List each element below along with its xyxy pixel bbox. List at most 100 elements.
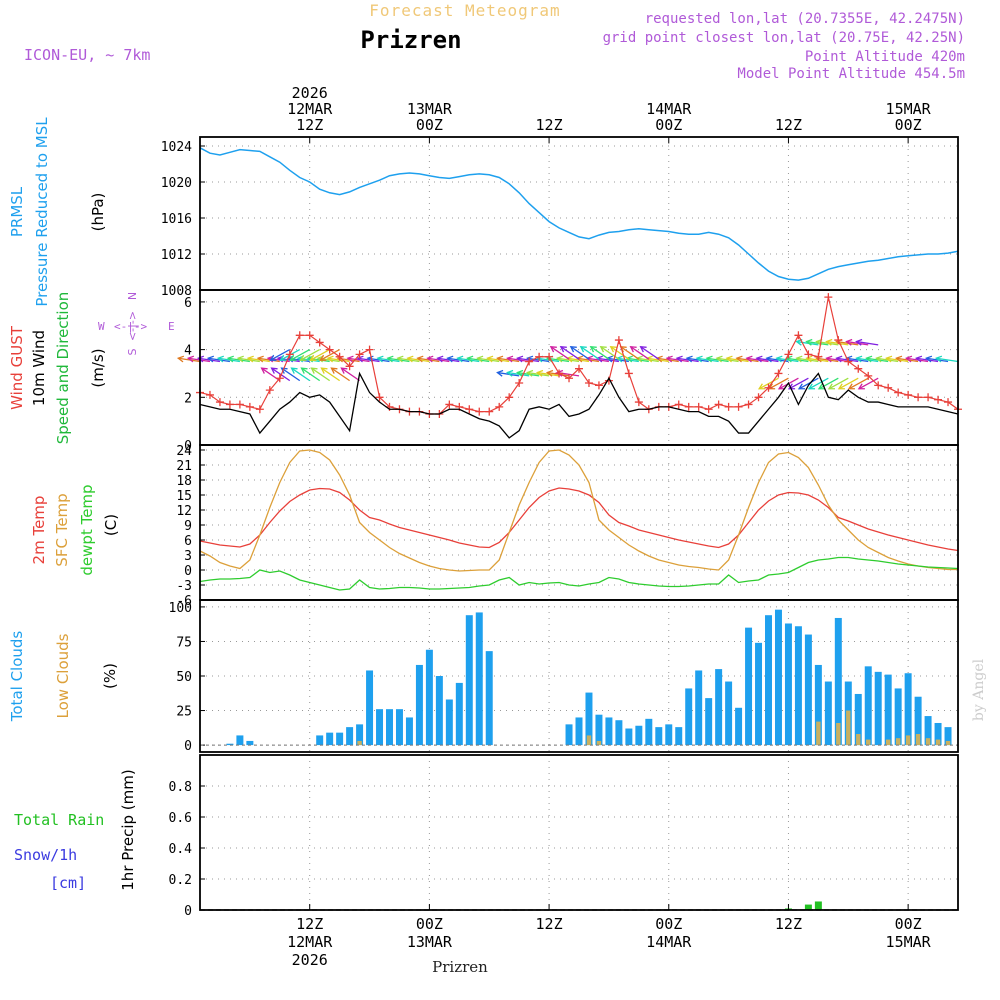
gust-marker [275,374,284,383]
gust-marker [245,402,254,411]
wind-arrow-head [805,338,813,346]
low-cloud-bar [905,735,911,746]
wind-direction-arrow [310,349,330,361]
wind-direction-arrow [271,367,291,382]
y-tick-label: 1024 [161,140,192,155]
gust-marker [614,336,623,345]
total-cloud-bar [356,724,364,746]
bottom-time-label: 00Z [416,915,443,933]
top-time-label: 00Z [416,116,443,134]
wind-arrow-head [569,345,577,353]
total-cloud-bar [725,681,733,746]
pressure-unit: (hPa) [89,193,107,232]
wind-direction-arrow [290,349,311,361]
wind-arrow-head [775,355,783,363]
gust-marker [784,350,793,359]
top-time-label: 2026 [292,84,328,102]
top-time-label: 12Z [536,116,563,134]
total-cloud-bar [565,724,573,746]
wind-direction-arrow [497,357,520,363]
wind-direction-arrow [387,357,410,363]
wind-arrow-head [436,355,444,363]
wind-arrow-head [206,355,215,363]
wind-speed-line [199,371,959,439]
forecast-title: Forecast Meteogram [369,1,560,20]
wind-direction-arrow [896,357,919,363]
gust-marker [565,374,574,383]
pressure-line [199,147,959,281]
top-time-label: 14MAR [646,100,692,118]
wind-direction-arrow [477,357,500,363]
total-cloud-bar [246,740,254,746]
gust-marker [555,369,564,378]
wind-arrow-head [466,355,474,363]
top-time-label: 15MAR [886,100,932,118]
total-cloud-bar [794,626,802,746]
gust-marker [704,405,713,414]
low-clouds-label: Low Clouds [54,633,72,718]
wind-arrow-head [269,354,277,361]
wind-direction-arrow [696,357,719,363]
wind-arrow-head [406,355,414,363]
wind-arrow-head [715,355,723,363]
gust-marker [634,398,643,407]
wind-arrow-head [934,355,943,363]
wind-direction-arrow [848,377,869,390]
wind-arrow-head [256,355,264,363]
total-cloud-bar [366,670,374,746]
low-cloud-bar [836,722,841,746]
wind-direction-arrow [806,340,829,346]
wind-direction-arrow [377,357,400,363]
gust-marker [764,383,773,392]
wind-arrow-head [300,367,308,374]
wind-direction-arrow [560,346,580,360]
wind-arrow-head [535,369,544,377]
gust-marker [475,407,484,416]
wind-direction-arrow [321,367,340,382]
sfc-temp-label: SFC Temp [53,493,71,566]
requested-coords: requested lon,lat (20.7355E, 42.2475N) [645,11,965,27]
wind-arrow-head [386,355,394,363]
wind-direction-arrow [616,357,639,363]
wind-arrow-head [299,354,307,361]
wind-direction-arrow [447,357,470,363]
wind-direction-arrow [916,357,939,363]
low-cloud-bar [357,740,362,746]
total-rain-label: Total Rain [14,811,104,829]
wind-direction-arrow [756,357,779,363]
total-clouds-label: Total Clouds [8,631,26,723]
wind-arrow-head [885,355,893,363]
gust-marker [834,336,843,345]
wind-arrow-head [675,355,683,363]
wind-direction-arrow [587,357,610,363]
y-tick-label: 0.8 [169,780,192,795]
wind-direction-arrow [846,340,869,346]
wind-direction-arrow [620,346,640,360]
compass-ns-arrow: <-|-> [126,311,139,341]
total-cloud-bar [346,727,354,746]
wind-arrow-head [805,355,813,363]
wind-direction-arrow [666,357,689,363]
wind-arrow-head [579,345,587,353]
y-tick-label: 4 [184,344,192,359]
wind-direction-arrow [517,357,540,363]
low-cloud-bar [945,740,951,746]
gust-marker [375,393,384,402]
wind-arrow-head [446,355,454,363]
total-cloud-bar [405,717,413,746]
wind-arrow-head [665,355,673,363]
footer-location: Prizren [432,958,488,976]
gust-marker [624,369,633,378]
panel-frame [199,136,959,291]
wind-direction-arrow [886,357,909,363]
wind-arrow-head [825,338,833,346]
gust-marker [594,381,603,390]
gust-marker [914,393,923,402]
total-cloud-bar [814,664,822,746]
wind-direction-arrow [407,357,430,363]
wind-direction-arrow [291,367,311,382]
wind-direction-arrow [796,357,819,363]
gust-marker [684,402,693,411]
wind-arrow-head [346,355,354,363]
